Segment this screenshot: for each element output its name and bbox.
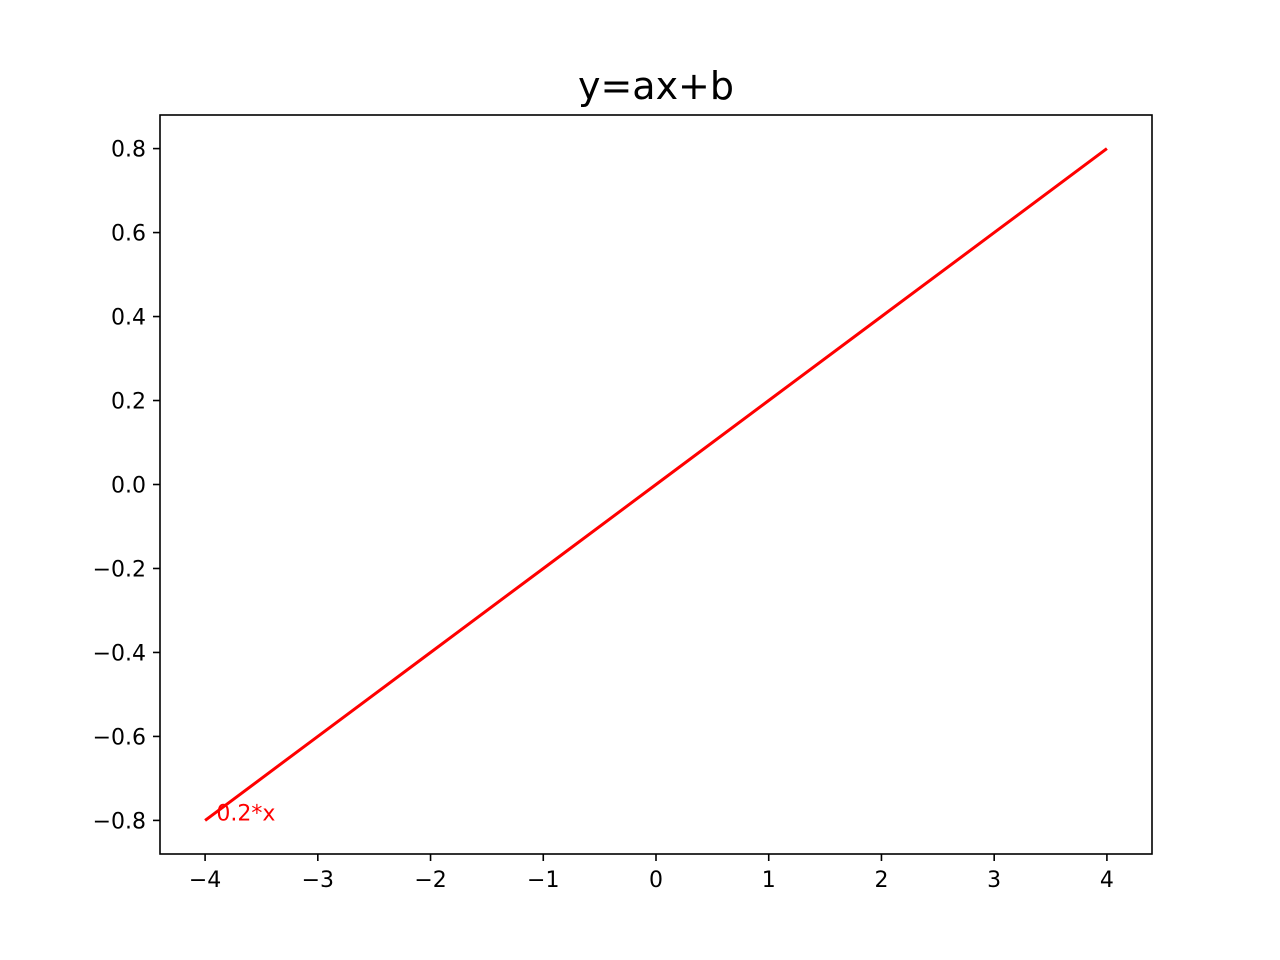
annotations: 0.2*x <box>216 801 275 826</box>
x-tick-label: −2 <box>414 868 446 893</box>
x-tick-label: −4 <box>189 868 221 893</box>
x-tick-label: −1 <box>527 868 559 893</box>
chart-title: y=ax+b <box>578 64 734 108</box>
y-tick-label: −0.2 <box>93 557 146 582</box>
series-line <box>204 147 1108 822</box>
annotation-label: 0.2*x <box>216 801 275 826</box>
y-tick-label: 0.2 <box>111 390 146 415</box>
y-tick-label: 0.0 <box>111 474 146 499</box>
x-tick-label: 2 <box>874 868 888 893</box>
y-tick-label: 0.8 <box>111 138 146 163</box>
x-tick-label: 3 <box>987 868 1001 893</box>
x-tick-label: 1 <box>762 868 776 893</box>
x-axis: −4 −3 −2 −1 0 1 2 3 4 <box>189 854 1114 893</box>
y-tick-label: −0.8 <box>93 809 146 834</box>
plot-area <box>204 147 1108 822</box>
x-tick-label: 0 <box>649 868 663 893</box>
y-tick-label: 0.4 <box>111 306 146 331</box>
y-tick-label: −0.6 <box>93 725 146 750</box>
y-tick-label: −0.4 <box>93 641 146 666</box>
x-tick-label: 4 <box>1100 868 1114 893</box>
y-tick-label: 0.6 <box>111 222 146 247</box>
y-axis: −0.8 −0.6 −0.4 −0.2 0.0 0.2 0.4 0.6 0.8 <box>93 138 160 834</box>
x-tick-label: −3 <box>302 868 334 893</box>
